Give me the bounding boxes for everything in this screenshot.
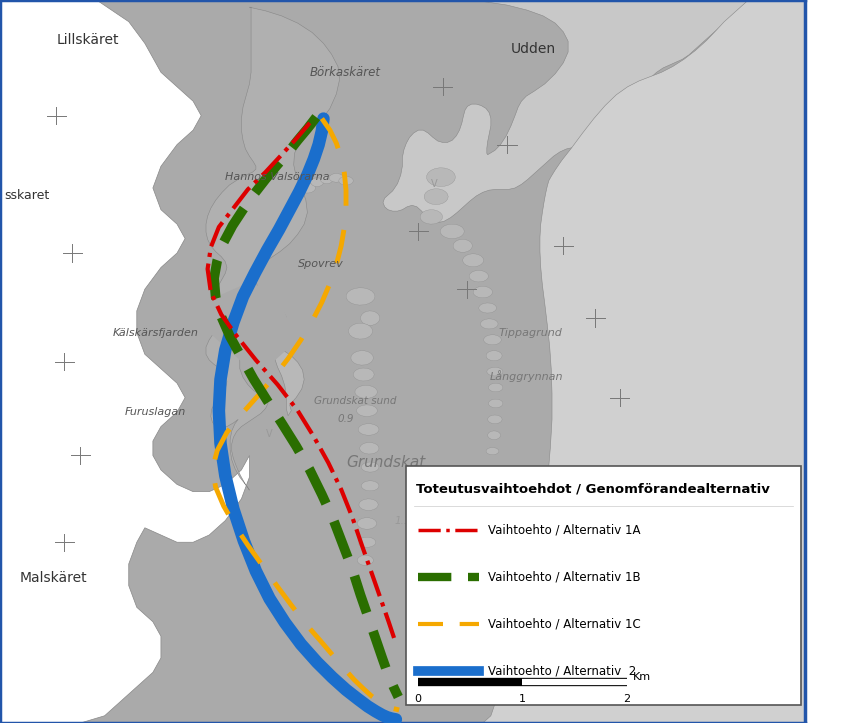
Polygon shape [299,183,315,193]
Polygon shape [427,168,455,187]
Polygon shape [320,175,333,184]
Polygon shape [479,303,497,313]
Polygon shape [484,335,502,345]
Text: Grundskat: Grundskat [346,455,425,470]
Text: sskaret: sskaret [4,189,49,202]
Polygon shape [260,309,287,327]
Polygon shape [440,224,464,239]
Text: 0.9: 0.9 [338,414,354,424]
Polygon shape [353,368,374,381]
Polygon shape [483,0,805,723]
Text: 1: 1 [518,694,526,704]
Text: Vaihtoehto / Alternativ 1C: Vaihtoehto / Alternativ 1C [488,617,642,630]
Polygon shape [473,286,492,298]
Polygon shape [360,442,379,454]
Polygon shape [487,367,503,376]
Polygon shape [351,351,373,365]
Text: Furuslagan: Furuslagan [125,407,186,417]
Text: 0: 0 [414,694,422,704]
Polygon shape [362,481,379,491]
Polygon shape [206,7,340,490]
Text: V: V [431,179,438,189]
Polygon shape [357,518,377,529]
Text: Kälskärsfjarden: Kälskärsfjarden [113,328,199,338]
Text: Tippagrund: Tippagrund [499,328,563,338]
FancyBboxPatch shape [406,466,801,705]
Text: 2: 2 [623,694,631,704]
Polygon shape [486,351,502,361]
Polygon shape [488,415,502,424]
Polygon shape [420,210,443,224]
Text: 1.1: 1.1 [395,515,411,526]
Text: Udden: Udden [511,42,556,56]
Text: Lillskäret: Lillskäret [56,33,119,47]
Polygon shape [488,431,501,440]
Text: Vaihtoehto / Alternativ 1A: Vaihtoehto / Alternativ 1A [488,523,641,536]
Polygon shape [256,327,278,341]
Polygon shape [358,424,379,435]
Polygon shape [463,254,484,267]
Text: Långgrynnan: Långgrynnan [489,370,563,382]
Text: Hannos Valsörarna: Hannos Valsörarna [225,172,330,182]
Text: Börkaskäret: Börkaskäret [309,66,381,79]
Polygon shape [357,405,378,416]
Text: Km: Km [633,672,652,683]
Polygon shape [489,383,503,392]
Text: Toteutusvaihtoehdot / Genomförandealternativ: Toteutusvaihtoehdot / Genomförandealtern… [416,482,770,495]
Polygon shape [383,0,749,223]
Polygon shape [346,288,375,305]
Polygon shape [355,385,378,398]
Text: Grundskat sund: Grundskat sund [314,396,396,406]
Polygon shape [358,537,376,547]
Text: Malskäret: Malskäret [20,571,88,586]
Polygon shape [470,270,488,282]
Text: Vaihtoehto / Alternativ  2: Vaihtoehto / Alternativ 2 [488,664,636,677]
Text: V: V [266,429,272,439]
Polygon shape [349,323,373,339]
Polygon shape [359,499,379,510]
Polygon shape [339,176,353,185]
Polygon shape [311,178,324,187]
Polygon shape [481,319,498,329]
Polygon shape [486,448,499,455]
Polygon shape [357,555,373,565]
Polygon shape [424,189,448,205]
Polygon shape [275,350,304,416]
Polygon shape [454,239,472,252]
Polygon shape [145,282,290,369]
Polygon shape [489,399,503,408]
Text: Spovrev: Spovrev [298,259,343,269]
Polygon shape [361,311,380,325]
Text: Vaihtoehto / Alternativ 1B: Vaihtoehto / Alternativ 1B [488,570,641,583]
Polygon shape [0,0,250,723]
Polygon shape [330,174,344,182]
Polygon shape [362,462,379,472]
